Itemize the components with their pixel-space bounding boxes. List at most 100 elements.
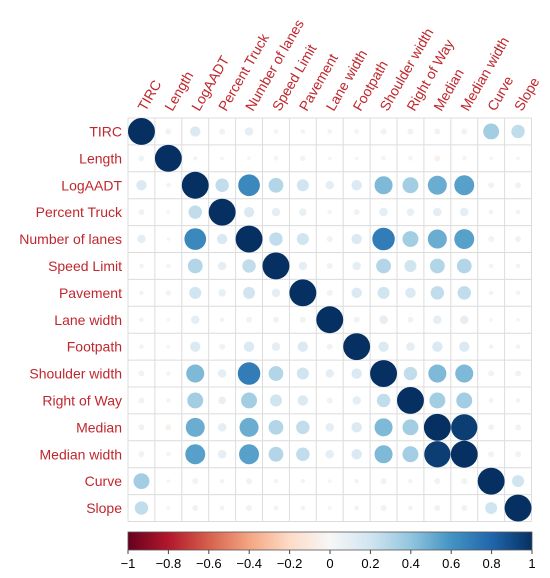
corr-cell-8-1 (166, 344, 171, 349)
corr-cell-1-3 (220, 156, 225, 161)
corr-cell-5-14 (515, 263, 521, 269)
corr-cell-6-9 (377, 286, 390, 299)
corr-cell-6-13 (488, 290, 494, 296)
corr-cell-5-13 (488, 263, 494, 269)
row-label: Curve (85, 473, 123, 489)
corr-cell-8-3 (219, 343, 226, 350)
corr-cell-8-5 (271, 342, 281, 351)
corr-cell-4-3 (216, 233, 228, 245)
corr-cell-3-11 (433, 207, 442, 217)
colorbar-tick-label: 0 (326, 556, 333, 571)
corr-cell-7-11 (433, 315, 442, 325)
corr-cell-10-4 (241, 392, 258, 409)
colorbar-tick-label: −1 (121, 556, 136, 571)
corr-cell-0-6 (300, 129, 306, 134)
corr-cell-7-6 (299, 316, 306, 323)
corr-cell-9-0 (138, 370, 145, 377)
corr-cell-12-4 (239, 444, 260, 465)
corr-cell-12-12 (450, 440, 478, 468)
corr-cell-13-6 (300, 478, 306, 484)
row-label: Number of lanes (19, 231, 122, 247)
corr-cell-4-4 (235, 225, 263, 253)
row-label: Percent Truck (36, 204, 123, 220)
corr-cell-10-13 (488, 398, 494, 403)
corr-cell-8-11 (432, 341, 443, 352)
corr-cell-8-4 (243, 341, 255, 352)
corr-cell-10-9 (376, 393, 391, 408)
corr-cell-4-11 (427, 229, 447, 249)
corr-cell-14-11 (434, 505, 441, 512)
corr-cell-14-10 (408, 505, 413, 511)
corr-cell-5-4 (242, 259, 256, 273)
corr-cell-11-2 (185, 417, 205, 437)
corr-cell-3-0 (138, 209, 145, 216)
corr-cell-5-11 (429, 258, 445, 274)
corr-cell-2-9 (374, 176, 393, 195)
corr-cell-13-0 (133, 473, 150, 490)
corr-cell-6-14 (515, 290, 521, 296)
corr-cell-7-8 (353, 316, 360, 323)
corr-cell-1-7 (327, 156, 332, 161)
corr-cell-7-9 (379, 315, 388, 325)
corr-cell-14-9 (380, 505, 387, 512)
colorbar-tick-label: −0.2 (277, 556, 303, 571)
corr-cell-12-9 (374, 445, 393, 464)
row-label: Speed Limit (48, 258, 122, 274)
corr-cell-0-5 (273, 129, 279, 134)
corr-cell-11-14 (515, 424, 522, 431)
corr-cell-13-10 (408, 478, 413, 484)
corr-cell-3-10 (406, 208, 415, 216)
corr-cell-11-1 (165, 424, 172, 431)
corr-cell-7-12 (459, 315, 469, 325)
corr-cell-1-6 (300, 155, 306, 162)
corr-cell-6-4 (243, 286, 256, 299)
corr-cell-7-3 (219, 317, 225, 323)
corr-cell-13-4 (246, 478, 253, 485)
corr-cell-9-8 (351, 368, 362, 379)
corr-cell-12-10 (402, 446, 419, 463)
corr-cell-6-10 (405, 287, 416, 299)
corr-cell-3-2 (188, 205, 202, 219)
corr-cell-4-6 (296, 233, 309, 246)
corr-cell-4-5 (269, 232, 283, 246)
corr-cell-3-13 (488, 209, 494, 215)
corr-cell-13-9 (380, 478, 387, 485)
corr-cell-8-14 (515, 344, 521, 349)
corr-cell-9-6 (296, 367, 309, 380)
corr-cell-6-5 (271, 288, 281, 298)
corr-cell-8-13 (488, 344, 494, 349)
corr-cell-3-1 (166, 210, 171, 215)
corr-cell-3-14 (515, 209, 521, 215)
corr-cell-13-5 (273, 478, 279, 484)
corr-cell-12-2 (185, 444, 206, 465)
corr-cell-11-7 (325, 423, 335, 432)
corr-cell-6-8 (351, 287, 362, 299)
corr-cell-10-0 (138, 397, 145, 404)
corr-cell-5-6 (298, 261, 308, 271)
corr-cell-5-9 (376, 258, 391, 274)
row-label: Lane width (54, 312, 122, 328)
corr-cell-9-14 (515, 370, 522, 377)
corr-cell-1-13 (489, 156, 494, 161)
corr-cell-2-10 (402, 177, 419, 194)
corr-cell-1-9 (381, 156, 386, 161)
corr-cell-10-14 (515, 398, 521, 403)
corr-cell-2-1 (166, 182, 171, 188)
corr-cell-0-13 (483, 123, 500, 140)
corr-cell-14-2 (192, 505, 199, 512)
corr-cell-2-5 (268, 177, 284, 193)
corr-cell-10-6 (297, 395, 309, 406)
corr-cell-7-5 (272, 316, 279, 323)
corr-cell-10-3 (218, 396, 226, 405)
corr-cell-5-3 (217, 261, 227, 271)
corr-cell-5-7 (326, 262, 333, 269)
corr-cell-13-1 (166, 479, 171, 484)
corr-cell-7-2 (190, 315, 200, 325)
corr-cell-1-0 (138, 155, 145, 162)
corr-cell-10-5 (269, 394, 282, 407)
corr-cell-2-0 (136, 180, 147, 191)
corr-cell-9-2 (186, 364, 205, 383)
row-label: Median (76, 419, 122, 435)
corr-cell-2-14 (515, 182, 522, 189)
